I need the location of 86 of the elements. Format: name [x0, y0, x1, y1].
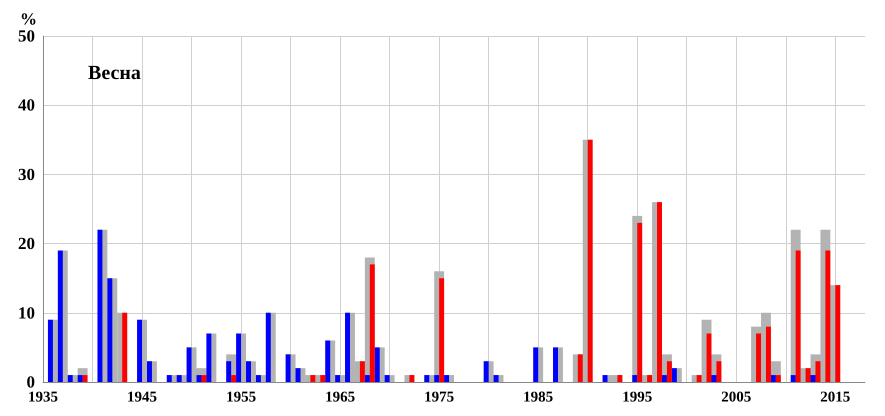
bar: [494, 375, 499, 382]
bar: [756, 334, 762, 382]
bar: [657, 202, 662, 382]
bar: [384, 375, 390, 382]
bar: [146, 361, 152, 382]
bar: [97, 230, 102, 382]
bar: [137, 320, 142, 382]
x-tick-label: 1965: [325, 390, 356, 406]
bar: [790, 375, 796, 382]
x-tick-label: 2015: [820, 390, 850, 406]
y-tick-label: 20: [18, 234, 35, 254]
text: Весна: [88, 62, 141, 84]
bar: [82, 375, 88, 382]
bar: [345, 312, 350, 382]
bar: [766, 326, 771, 382]
bar: [434, 375, 440, 382]
bar: [424, 375, 430, 382]
bar: [310, 375, 316, 382]
bar: [364, 375, 370, 382]
bar: [835, 285, 840, 382]
bar: [320, 375, 326, 382]
x-tick-label: 1985: [523, 390, 554, 406]
bar: [78, 375, 83, 382]
bar: [578, 354, 583, 382]
bar: [815, 361, 820, 382]
bar: [186, 347, 192, 382]
bar: [602, 375, 608, 382]
bar: [325, 340, 330, 382]
bar: [444, 375, 450, 382]
bar: [236, 334, 242, 382]
bar: [711, 375, 716, 382]
bar: [716, 361, 722, 382]
bar: [776, 375, 781, 382]
bar: [226, 361, 232, 382]
x-tick-label: 1935: [28, 390, 58, 406]
bar: [201, 375, 206, 382]
x-tick-label: 1975: [424, 390, 454, 406]
bar: [296, 368, 300, 382]
x-tick-label: 1945: [127, 390, 158, 406]
bar: [68, 375, 73, 382]
x-tick-label: 1955: [226, 390, 256, 406]
bar: [266, 312, 271, 382]
bar: [637, 222, 642, 382]
y-axis-title: %: [20, 10, 37, 29]
bar: [286, 354, 291, 382]
y-tick-label: 30: [18, 164, 35, 184]
bar: [335, 375, 340, 382]
bar: [553, 347, 558, 382]
y-tick-label: 40: [18, 96, 35, 115]
bar: [484, 361, 489, 382]
bar: [662, 375, 667, 382]
bar: [176, 375, 182, 382]
bar: [196, 375, 202, 382]
bar: [825, 250, 830, 382]
bar: [370, 264, 375, 382]
bar: [696, 375, 702, 382]
bar: [166, 375, 172, 382]
bar: [58, 250, 63, 382]
bar: [672, 368, 677, 382]
bar: [48, 320, 53, 382]
bar: [666, 361, 672, 382]
x-tick-label: 2005: [721, 390, 752, 406]
bar: [796, 250, 801, 382]
bar: [810, 375, 816, 382]
bar: [439, 278, 444, 382]
y-tick-label: 50: [18, 26, 35, 46]
y-tick-label: 10: [18, 303, 35, 322]
bar: [246, 361, 251, 382]
bar: [647, 375, 652, 382]
bar: [632, 375, 638, 382]
bar: [360, 361, 365, 382]
bar: [533, 347, 538, 382]
bar: [770, 375, 776, 382]
bar: [122, 312, 128, 382]
bar: [107, 278, 112, 382]
bar: [206, 334, 212, 382]
y-tick-label: 0: [26, 372, 35, 392]
bar: [806, 368, 811, 382]
bar: [617, 375, 622, 382]
bar: [231, 375, 236, 382]
bar: [374, 347, 380, 382]
bar: [706, 334, 712, 382]
bar: [409, 375, 414, 382]
bar: [588, 140, 593, 382]
bar: [256, 375, 261, 382]
x-tick-label: 1995: [622, 390, 652, 406]
